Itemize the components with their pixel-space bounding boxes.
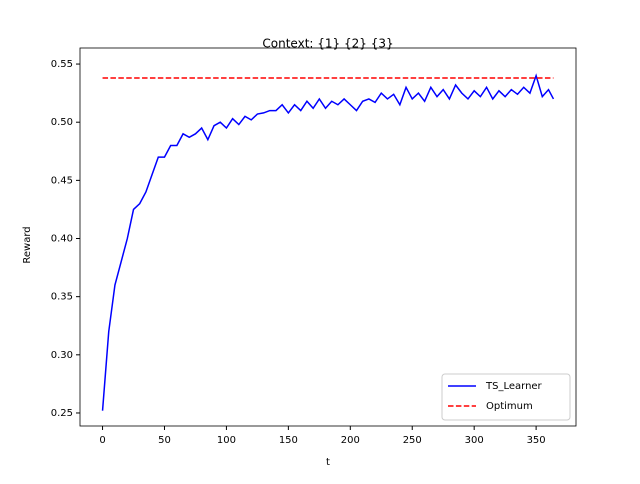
x-tick-label: 0 <box>99 435 105 446</box>
plot-frame <box>79 47 577 427</box>
x-tick-label: 350 <box>527 435 546 446</box>
x-tick-label: 300 <box>465 435 484 446</box>
x-tick-label: 50 <box>158 435 171 446</box>
legend-label: Optimum <box>486 401 533 412</box>
legend-label: TS_Learner <box>485 381 543 392</box>
x-tick-label: 200 <box>341 435 360 446</box>
y-tick-label: 0.30 <box>51 350 73 361</box>
y-tick-label: 0.55 <box>51 59 73 70</box>
x-axis-label: t <box>326 457 330 468</box>
y-axis-label: Reward <box>22 226 33 263</box>
data-line <box>101 73 555 411</box>
y-tick-label: 0.40 <box>51 234 73 245</box>
y-tick-label: 0.50 <box>51 117 73 128</box>
y-tick-label: 0.25 <box>51 408 73 419</box>
x-tick-label: 100 <box>217 435 236 446</box>
x-tick-label: 250 <box>403 435 422 446</box>
y-tick-label: 0.45 <box>51 175 73 186</box>
chart-title: Context: {1} {2} {3} <box>262 37 393 51</box>
x-tick-label: 150 <box>279 435 298 446</box>
y-tick-label: 0.35 <box>51 292 73 303</box>
